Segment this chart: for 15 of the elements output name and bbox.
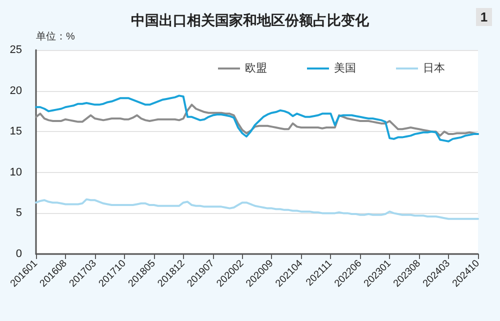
text: 1 <box>480 10 488 24</box>
line-series <box>35 198 479 220</box>
line-series <box>35 104 479 137</box>
y-tick-label: 10 <box>10 166 22 178</box>
y-tick-label: 20 <box>10 84 22 97</box>
line-series <box>35 94 479 142</box>
legend-label: 日本 <box>423 62 445 74</box>
y-tick-label: 25 <box>10 44 22 56</box>
y-tick-label: 15 <box>10 126 22 138</box>
legend-label: 欧盟 <box>245 62 267 74</box>
legend-label: 美国 <box>334 62 356 74</box>
y-tick-label: 0 <box>16 248 22 260</box>
chart-title: 中国出口相关国家和地区份额占比变化 <box>131 12 370 28</box>
y-tick-label: 5 <box>16 207 22 220</box>
y-axis-title: 单位：% <box>36 30 75 42</box>
